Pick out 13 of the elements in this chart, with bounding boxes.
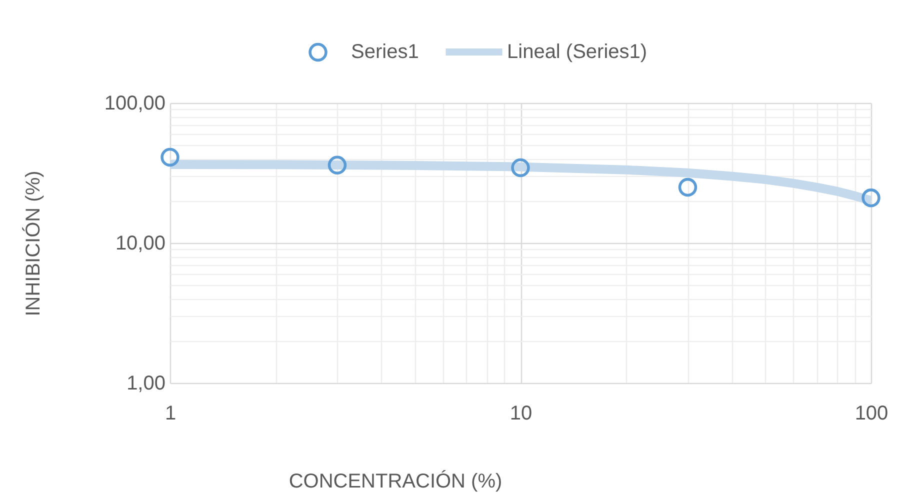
legend-label: Lineal (Series1) (507, 41, 648, 63)
point (511, 158, 530, 178)
y-axis-title: INHIBICIÓN (%) (22, 170, 44, 316)
y-tick-label: 100,00 (104, 92, 166, 114)
x-axis-title: CONCENTRACIÓN (%) (288, 470, 502, 492)
y-tick-label: 10,00 (115, 232, 166, 254)
x-tick-label: 1 (164, 402, 176, 424)
legend-label: Series1 (351, 41, 419, 64)
y-tick-label: 1,00 (126, 372, 166, 394)
point (862, 188, 880, 208)
x-tick-label: 10 (510, 402, 532, 424)
point (160, 148, 180, 167)
x-tick-label: 100 (854, 402, 888, 424)
